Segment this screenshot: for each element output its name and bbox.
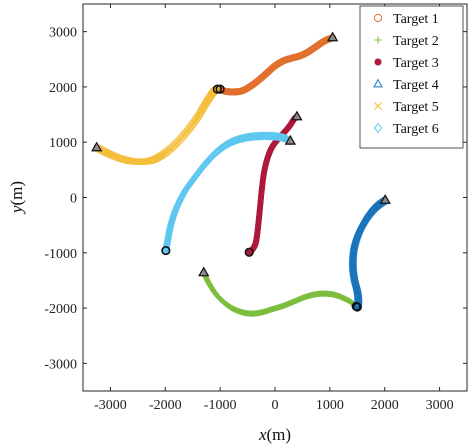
x-axis-unit: (m) xyxy=(267,425,292,444)
legend-marker xyxy=(374,36,382,44)
legend-entry-6: Target 6 xyxy=(373,122,439,137)
series-4-point xyxy=(348,252,358,260)
x-tick-label: 2000 xyxy=(371,398,399,413)
x-tick-label: -2000 xyxy=(149,398,182,413)
x-tick-label: 0 xyxy=(272,398,279,413)
end-point-marker xyxy=(284,134,296,145)
y-axis-ticks: -3000 -2000 -1000 0 1000 2000 3000 xyxy=(44,26,467,372)
start-point-marker xyxy=(161,245,171,256)
end-point-marker xyxy=(326,31,339,42)
x-axis-var: x xyxy=(258,425,267,444)
x-tick-label: 3000 xyxy=(426,398,454,413)
legend-marker xyxy=(373,122,383,134)
series-5-point xyxy=(214,85,221,93)
y-tick-label: 3000 xyxy=(49,26,77,41)
y-tick-label: -1000 xyxy=(44,247,77,262)
series-4-point xyxy=(348,255,358,264)
end-point-marker xyxy=(291,110,303,121)
start-point-marker xyxy=(352,302,362,312)
series-4-point xyxy=(349,249,358,258)
series-4-point xyxy=(348,254,358,263)
legend-entry-1: Target 1 xyxy=(373,12,439,27)
end-point-marker xyxy=(379,194,391,204)
x-tick-label: -3000 xyxy=(94,398,127,413)
legend-entry-2: Target 2 xyxy=(374,34,439,49)
legend-marker xyxy=(374,102,382,110)
x-axis-ticks: -3000 -2000 -1000 0 1000 2000 3000 xyxy=(94,4,454,413)
series-4-point xyxy=(348,250,358,259)
legend: Target 1 Target 2 Target 3 Target 4 Target 5… xyxy=(359,5,464,149)
legend-marker xyxy=(373,78,383,88)
legend-label: Target 1 xyxy=(393,12,439,27)
legend-marker xyxy=(374,58,382,66)
trajectories xyxy=(93,34,390,317)
legend-label: Target 4 xyxy=(393,78,439,93)
x-axis-title: x(m) xyxy=(258,425,291,444)
legend-entry-3: Target 3 xyxy=(374,56,439,71)
series-4-point xyxy=(348,253,358,261)
x-tick-label: 1000 xyxy=(316,398,344,413)
end-point-marker xyxy=(198,266,210,277)
y-tick-label: -2000 xyxy=(44,302,77,317)
end-point-marker xyxy=(91,141,103,152)
y-axis-var: y xyxy=(7,205,26,215)
series-5-trajectory xyxy=(93,85,221,166)
y-axis-unit: (m) xyxy=(7,181,26,206)
x-tick-label: -1000 xyxy=(204,398,237,413)
start-point-marker xyxy=(215,84,225,94)
y-tick-label: 0 xyxy=(70,192,77,207)
legend-entry-4: Target 4 xyxy=(373,78,439,93)
series-2-trajectory xyxy=(200,269,360,317)
legend-label: Target 6 xyxy=(393,122,439,137)
y-tick-label: 1000 xyxy=(49,136,77,151)
legend-label: Target 5 xyxy=(393,100,439,115)
legend-marker xyxy=(373,13,383,23)
legend-entry-5: Target 5 xyxy=(374,100,439,115)
series-4-point xyxy=(348,256,358,265)
y-tick-label: -3000 xyxy=(44,357,77,372)
legend-label: Target 2 xyxy=(393,34,439,49)
y-axis-title: y(m) xyxy=(7,181,26,215)
start-point-marker xyxy=(212,84,222,94)
legend-label: Target 3 xyxy=(393,56,439,71)
start-point-marker xyxy=(244,247,254,257)
y-tick-label: 2000 xyxy=(49,81,77,96)
endpoint-markers xyxy=(91,31,391,312)
